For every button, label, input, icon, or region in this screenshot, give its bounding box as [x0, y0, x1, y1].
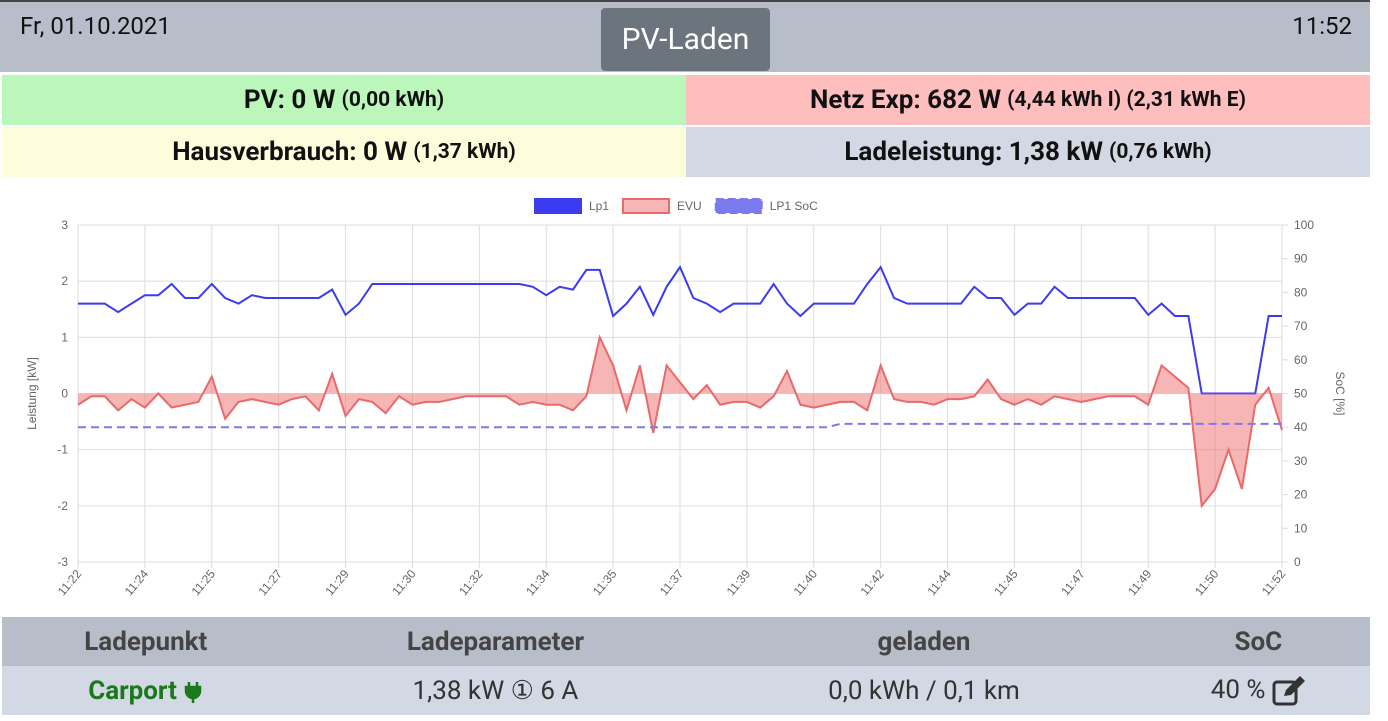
soc-value: 40 %: [1210, 674, 1266, 705]
y-tick-label: -2: [57, 499, 68, 513]
legend-label: LP1 SoC: [770, 199, 818, 213]
y2-tick-label: 60: [1294, 353, 1308, 367]
y2-tick-label: 10: [1294, 521, 1308, 535]
soc-cell: 40 %: [1146, 666, 1370, 715]
y-axis-label: Leistung [kW]: [25, 357, 39, 430]
x-tick-label: 11:49: [1125, 567, 1155, 599]
grid-label: Netz Exp: 682 W: [810, 85, 1002, 115]
col-header: geladen: [701, 617, 1147, 666]
legend-swatch: [534, 198, 582, 214]
charge-point[interactable]: Carport: [2, 666, 290, 715]
x-tick-label: 11:34: [523, 567, 553, 599]
charge-label: Ladeleistung: 1,38 kW: [844, 137, 1104, 167]
y-tick-label: 0: [61, 387, 68, 401]
grid-cell: Netz Exp: 682 W (4,44 kWh I) (2,31 kWh E): [686, 75, 1370, 125]
y2-tick-label: 50: [1294, 387, 1308, 401]
x-tick-label: 11:52: [1259, 567, 1289, 599]
legend-swatch: [622, 198, 671, 214]
charge-detail: (0,76 kWh): [1109, 140, 1212, 164]
y2-tick-label: 100: [1294, 218, 1314, 232]
x-tick-label: 11:45: [991, 567, 1021, 599]
x-tick-label: 11:47: [1058, 567, 1088, 599]
x-tick-label: 11:29: [322, 567, 352, 599]
pv-cell: PV: 0 W (0,00 kWh): [2, 75, 686, 125]
y-tick-label: 2: [61, 274, 68, 288]
house-label: Hausverbrauch: 0 W: [172, 137, 408, 167]
y-tick-label: 1: [61, 330, 68, 344]
y2-tick-label: 0: [1294, 555, 1301, 569]
x-tick-label: 11:44: [924, 567, 954, 599]
charged: 0,0 kWh / 0,1 km: [701, 666, 1147, 715]
line: [77, 334, 1283, 509]
x-tick-label: 11:25: [189, 567, 219, 599]
legend-swatch: [714, 198, 763, 214]
y2-tick-label: 30: [1294, 454, 1308, 468]
date: Fr, 01.10.2021: [20, 12, 171, 40]
x-tick-label: 11:35: [590, 567, 620, 599]
header: Fr, 01.10.2021 PV-Laden 11:52: [0, 0, 1370, 72]
x-tick-label: 11:24: [122, 567, 152, 599]
y-tick-label: -1: [57, 443, 68, 457]
col-header: Ladeparameter: [289, 617, 702, 666]
x-tick-label: 11:50: [1192, 567, 1222, 599]
clock: 11:52: [1292, 12, 1352, 40]
y-tick-label: -3: [57, 555, 68, 569]
house-detail: (1,37 kWh): [413, 140, 516, 164]
y2-tick-label: 90: [1294, 252, 1308, 266]
y2-axis-label: SoC [%]: [1333, 371, 1347, 415]
col-header: Ladepunkt: [2, 617, 290, 666]
legend-label: EVU: [677, 199, 702, 213]
charge-cell: Ladeleistung: 1,38 kW (0,76 kWh): [686, 127, 1370, 177]
legend-label: Lp1: [589, 199, 609, 213]
y2-tick-label: 80: [1294, 285, 1308, 299]
charge-point-name: Carport: [88, 675, 177, 706]
x-tick-label: 11:37: [657, 567, 687, 599]
charge-params: 1,38 kW ① 6 A: [289, 666, 702, 715]
col-header: SoC: [1146, 617, 1370, 666]
y2-tick-label: 70: [1294, 319, 1308, 333]
y2-tick-label: 40: [1294, 420, 1308, 434]
line: [78, 265, 1282, 395]
charge-table: Ladepunkt Ladeparameter geladen SoC Carp…: [2, 617, 1370, 715]
pv-label: PV: 0 W: [243, 85, 336, 115]
x-tick-label: 11:40: [791, 567, 821, 599]
y-tick-label: 3: [61, 218, 68, 232]
x-tick-label: 11:27: [256, 567, 286, 599]
line: [78, 422, 1282, 429]
edit-icon[interactable]: [1272, 676, 1306, 706]
x-tick-label: 11:42: [858, 567, 888, 599]
x-tick-label: 11:39: [724, 567, 754, 599]
x-tick-label: 11:32: [456, 567, 486, 599]
mode-button[interactable]: PV-Laden: [601, 8, 770, 71]
pv-detail: (0,00 kWh): [341, 88, 445, 112]
x-tick-label: 11:30: [389, 567, 419, 599]
grid-detail: (4,44 kWh I) (2,31 kWh E): [1007, 88, 1246, 112]
y2-tick-label: 20: [1294, 488, 1308, 502]
house-cell: Hausverbrauch: 0 W (1,37 kWh): [2, 127, 686, 177]
x-tick-label: 11:22: [55, 567, 85, 599]
plug-icon: [185, 681, 202, 703]
